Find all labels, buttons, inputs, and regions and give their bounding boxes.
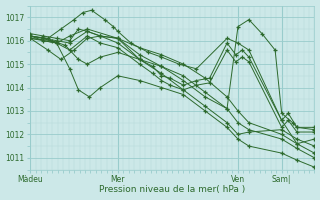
X-axis label: Pression niveau de la mer( hPa ): Pression niveau de la mer( hPa ) <box>99 185 245 194</box>
